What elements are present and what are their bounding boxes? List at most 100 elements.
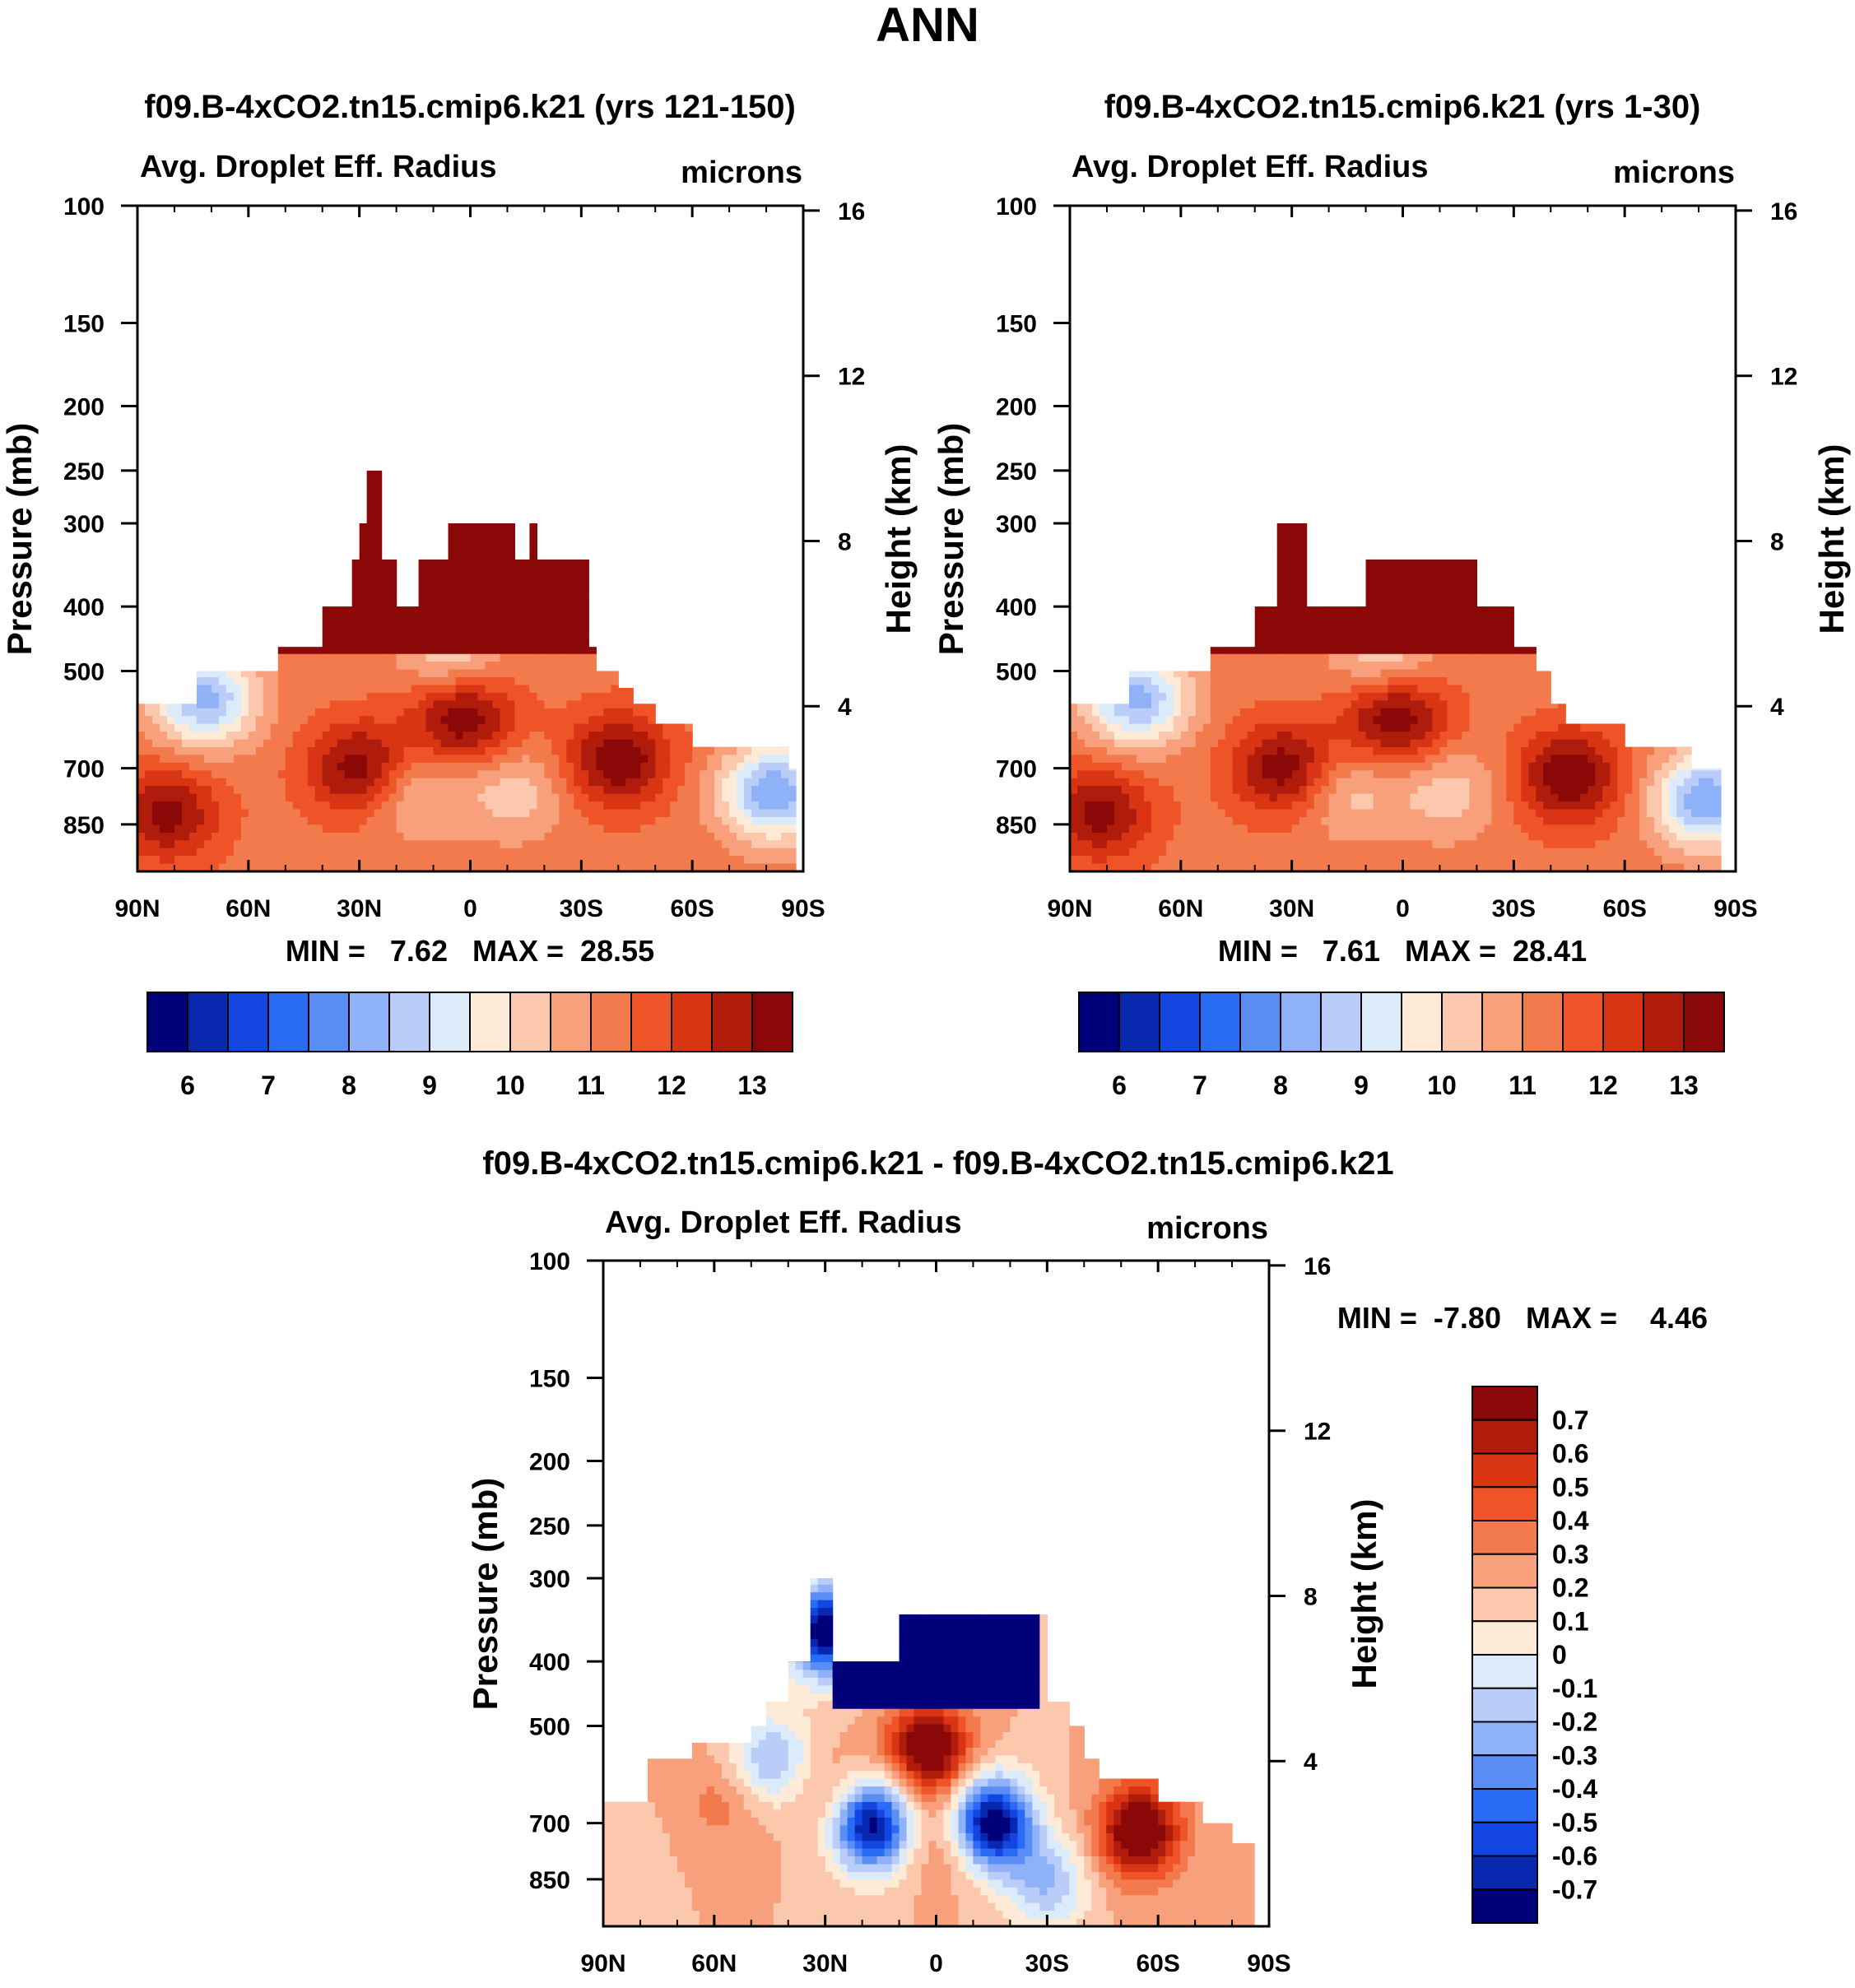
contour-cell xyxy=(1476,685,1485,694)
contour-cell xyxy=(1425,786,1434,795)
contour-cell xyxy=(662,732,671,741)
contour-cell xyxy=(277,786,286,795)
contour-cell xyxy=(537,638,545,647)
contour-cell xyxy=(240,863,249,871)
contour-cell xyxy=(307,856,316,865)
contour-cell xyxy=(418,723,427,732)
contour-cell xyxy=(485,700,494,709)
contour-cell xyxy=(737,746,745,756)
contour-cell xyxy=(1232,856,1241,865)
contour-cell xyxy=(425,856,435,865)
contour-cell xyxy=(1076,840,1086,849)
contour-cell xyxy=(314,716,323,725)
contour-cell xyxy=(537,856,545,865)
contour-cell xyxy=(1313,832,1323,841)
contour-cell xyxy=(285,685,294,694)
contour-cell xyxy=(1550,746,1559,756)
contour-cell xyxy=(1254,606,1263,608)
contour-cell xyxy=(351,824,360,834)
contour-cell xyxy=(588,755,597,764)
contour-cell xyxy=(522,560,531,569)
contour-cell xyxy=(381,560,390,569)
contour-cell xyxy=(322,630,331,639)
contour-cell xyxy=(1276,537,1285,546)
contour-cell xyxy=(1113,778,1123,787)
contour-cell xyxy=(1388,615,1397,624)
contour-cell xyxy=(381,653,390,662)
contour-cell xyxy=(263,746,272,756)
contour-cell xyxy=(640,708,649,717)
contour-cell xyxy=(1499,809,1507,818)
contour-cell xyxy=(1351,692,1360,701)
contour-cell xyxy=(500,832,509,841)
contour-cell xyxy=(314,708,323,717)
contour-cell xyxy=(640,778,649,787)
contour-cell xyxy=(1543,816,1551,825)
contour-cell xyxy=(374,755,383,764)
contour-cell xyxy=(1306,732,1315,741)
contour-cell xyxy=(1550,739,1559,748)
contour-cell xyxy=(1425,746,1434,756)
contour-cell xyxy=(448,622,457,632)
contour-cell xyxy=(537,630,545,639)
contour-cell xyxy=(1402,809,1411,818)
contour-cell xyxy=(477,848,486,857)
contour-cell xyxy=(1373,832,1382,841)
contour-cell xyxy=(1536,809,1544,818)
contour-cell xyxy=(322,848,331,857)
contour-cell xyxy=(729,793,737,802)
contour-cell xyxy=(722,801,730,811)
contour-cell xyxy=(1395,762,1404,771)
contour-cell xyxy=(1262,786,1271,795)
contour-cell xyxy=(1113,801,1123,811)
contour-cell xyxy=(1195,677,1204,686)
contour-cell xyxy=(618,762,626,771)
contour-cell xyxy=(1099,778,1108,787)
contour-cell xyxy=(566,786,574,795)
contour-cell xyxy=(448,576,457,585)
contour-cell xyxy=(1284,809,1293,818)
contour-cell xyxy=(625,793,634,802)
contour-cell xyxy=(774,786,782,795)
contour-cell xyxy=(1476,700,1485,709)
contour-cell xyxy=(1513,716,1522,725)
contour-cell xyxy=(1447,793,1456,802)
contour-cell xyxy=(396,824,405,834)
contour-cell xyxy=(411,653,420,662)
contour-cell xyxy=(588,801,597,811)
contour-cell xyxy=(1262,638,1271,647)
contour-cell xyxy=(551,646,560,655)
contour-cell xyxy=(1217,692,1226,701)
contour-cell xyxy=(603,778,611,787)
contour-cell xyxy=(529,739,537,748)
contour-cell xyxy=(633,704,641,709)
contour-cell xyxy=(1254,615,1263,624)
contour-cell xyxy=(1410,755,1419,764)
contour-cell xyxy=(500,746,509,756)
contour-cell xyxy=(1076,863,1086,871)
contour-cell xyxy=(1136,778,1145,787)
contour-cell xyxy=(596,863,604,871)
contour-cell xyxy=(366,793,375,802)
contour-cell xyxy=(1506,638,1514,647)
contour-cell xyxy=(388,576,398,585)
contour-cell xyxy=(477,840,486,849)
contour-cell xyxy=(737,816,745,825)
contour-cell xyxy=(1239,809,1248,818)
contour-cell xyxy=(425,755,435,764)
contour-cell xyxy=(1306,863,1315,871)
contour-cell xyxy=(1528,653,1537,662)
contour-cell xyxy=(1158,708,1167,717)
contour-cell xyxy=(211,832,220,841)
contour-cell xyxy=(388,669,398,678)
contour-cell xyxy=(403,762,412,771)
contour-cell xyxy=(255,786,264,795)
contour-cell xyxy=(366,809,375,818)
contour-cell xyxy=(292,732,301,741)
contour-cell xyxy=(1388,662,1397,671)
contour-cell xyxy=(1202,824,1211,834)
contour-cell xyxy=(1528,832,1537,841)
contour-cell xyxy=(648,816,656,825)
contour-cell xyxy=(485,708,494,717)
contour-cell xyxy=(240,700,249,709)
